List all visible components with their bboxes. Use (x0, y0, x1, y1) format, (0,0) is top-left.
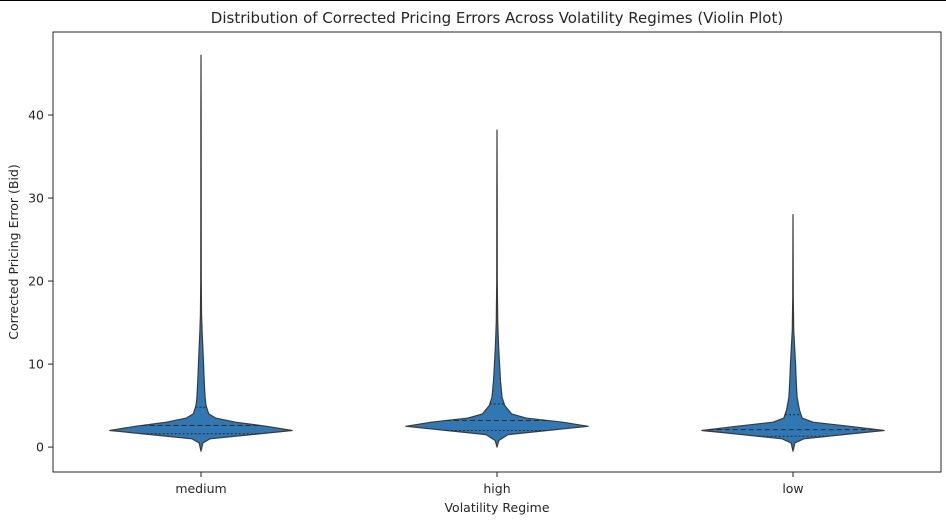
y-tick-label: 30 (28, 191, 44, 206)
x-tick-label: low (782, 481, 803, 496)
violin-body (109, 54, 293, 452)
y-tick-label: 10 (28, 357, 44, 372)
x-tick-label: high (483, 481, 510, 496)
violin-low (701, 214, 885, 452)
y-axis-label: Corrected Pricing Error (Bid) (6, 164, 21, 340)
x-axis-label: Volatility Regime (444, 500, 549, 515)
violin-high (405, 129, 589, 448)
y-tick-label: 40 (28, 108, 44, 123)
violin-body (405, 129, 589, 448)
plot-area (109, 54, 885, 452)
x-tick-label: medium (175, 481, 226, 496)
violin-body (701, 214, 885, 452)
chart-title: Distribution of Corrected Pricing Errors… (211, 9, 783, 27)
top-border-line (0, 0, 946, 1)
y-axis-ticks: 0 10 20 30 40 (28, 108, 53, 455)
x-axis-ticks: medium high low (175, 472, 804, 496)
y-tick-label: 20 (28, 274, 44, 289)
y-tick-label: 0 (36, 440, 44, 455)
violin-medium (109, 54, 293, 452)
